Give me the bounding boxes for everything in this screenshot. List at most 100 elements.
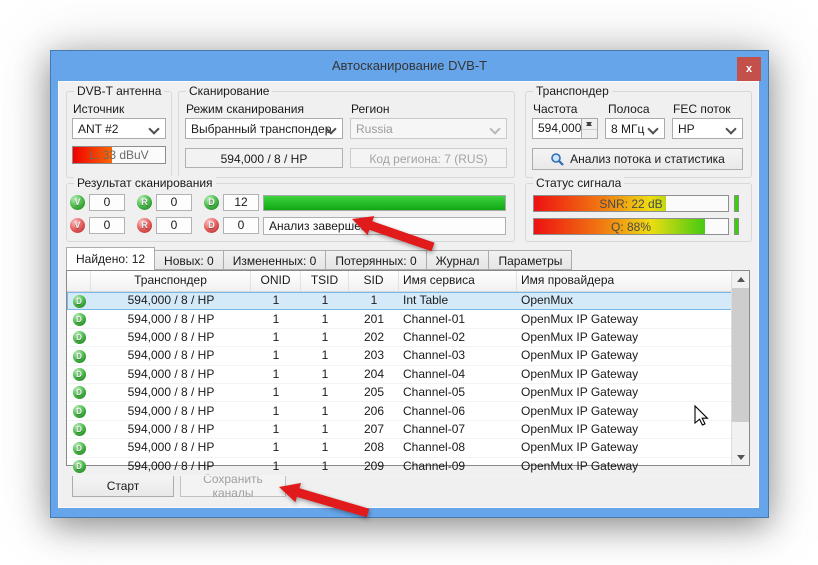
chevron-down-icon: [647, 123, 659, 135]
scan-mode-value: Выбранный транспондер: [191, 122, 332, 136]
col-header-transponder[interactable]: Транспондер: [91, 271, 251, 291]
cell-onid: 1: [272, 366, 280, 381]
tab-lost[interactable]: Потерянных: 0: [326, 250, 427, 270]
cell-icon: D: [67, 384, 91, 401]
cell-provider: OpenMux IP Gateway: [521, 329, 639, 344]
chevron-down-icon: [725, 123, 737, 135]
scan-status-field: Анализ завершен.: [263, 217, 506, 235]
signal-group-title: Статус сигнала: [533, 176, 625, 190]
cell-provider: OpenMux IP Gateway: [521, 440, 639, 455]
tab-changed[interactable]: Измененных: 0: [223, 250, 327, 270]
scrollbar-thumb[interactable]: [732, 288, 749, 422]
cell-icon: D: [67, 329, 91, 346]
table-row[interactable]: D 594,000 / 8 / HP 1 1 209 Channel-09 OpenMux …: [67, 458, 749, 476]
vertical-scrollbar[interactable]: [731, 271, 749, 465]
data-service-badge-icon: D: [72, 312, 86, 326]
table-row[interactable]: D 594,000 / 8 / HP 1 1 202 Channel-02 OpenMux …: [67, 329, 749, 348]
bandwidth-select[interactable]: 8 МГц: [605, 118, 665, 139]
cell-provider: OpenMux IP Gateway: [521, 366, 639, 381]
fec-select[interactable]: HP: [672, 118, 743, 139]
cell-icon: D: [67, 458, 91, 475]
cell-sid: 207: [363, 421, 385, 436]
window-title: Автосканирование DVB-T: [331, 58, 488, 73]
channels-table: Транспондер ONID TSID SID Имя сервиса Имя про…: [66, 270, 750, 476]
chevron-down-icon: [489, 123, 501, 135]
counter-value-field: 0: [156, 194, 192, 211]
antenna-group: DVB-T антенна Источник ANT #2 L: 33 dBuV: [66, 84, 172, 178]
counter-value-field: 12: [223, 194, 259, 211]
cell-service: Channel-02: [403, 329, 466, 344]
cell-onid: 1: [272, 348, 280, 363]
cell-service: Channel-07: [403, 421, 466, 436]
table-row[interactable]: D 594,000 / 8 / HP 1 1 1 Int Table OpenMux: [67, 292, 749, 311]
cell-tsid: 1: [321, 348, 329, 363]
found-v-badge-icon: V: [70, 195, 85, 210]
stepper-buttons[interactable]: [581, 119, 597, 138]
tab-new[interactable]: Новых: 0: [155, 250, 224, 270]
stepper-down-icon[interactable]: [582, 119, 597, 129]
table-row[interactable]: D 594,000 / 8 / HP 1 1 205 Channel-05 OpenMux …: [67, 384, 749, 403]
cell-onid: 1: [272, 385, 280, 400]
table-row[interactable]: D 594,000 / 8 / HP 1 1 206 Channel-06 OpenMux …: [67, 402, 749, 421]
cell-service: Channel-06: [403, 403, 466, 418]
chevron-down-icon: [148, 123, 160, 135]
tab-params[interactable]: Параметры: [489, 250, 573, 270]
save-channels-button: Сохранить каналы: [180, 472, 286, 500]
table-header-row: Транспондер ONID TSID SID Имя сервиса Имя про…: [67, 271, 749, 292]
analyze-stream-button[interactable]: Анализ потока и статистика: [532, 148, 743, 170]
cell-tsid: 1: [321, 440, 329, 455]
quality-fill: [534, 219, 705, 234]
cell-icon: D: [67, 347, 91, 364]
cell-provider: OpenMux IP Gateway: [521, 311, 639, 326]
cell-sid: 205: [363, 385, 385, 400]
cell-tsid: 1: [321, 385, 329, 400]
lost-r-badge-icon: R: [137, 218, 152, 233]
cell-sid: 209: [363, 458, 385, 473]
start-button[interactable]: Старт: [72, 475, 174, 497]
transponder-group: Транспондер Частота Полоса FEC поток 594…: [525, 84, 752, 178]
analyze-stream-label: Анализ потока и статистика: [570, 152, 725, 166]
signal-group: Статус сигнала SNR: 22 dB Q: 88%: [525, 176, 752, 242]
table-row[interactable]: D 594,000 / 8 / HP 1 1 201 Channel-01 OpenMux …: [67, 310, 749, 329]
tab-found[interactable]: Найдено: 12: [66, 247, 156, 270]
data-service-badge-icon: D: [72, 386, 86, 400]
scan-mode-select[interactable]: Выбранный транспондер: [185, 118, 343, 139]
col-header-provider-name[interactable]: Имя провайдера: [517, 271, 749, 291]
cell-tp: 594,000 / 8 / HP: [127, 440, 215, 455]
snr-text: SNR: 22 dB: [599, 197, 663, 211]
cell-service: Channel-04: [403, 366, 466, 381]
scroll-down-icon[interactable]: [732, 449, 749, 465]
col-header-sid[interactable]: SID: [349, 271, 399, 291]
scroll-up-icon[interactable]: [732, 271, 749, 287]
snr-bar: SNR: 22 dB: [533, 195, 729, 212]
close-button[interactable]: x: [737, 57, 761, 81]
bandwidth-value: 8 МГц: [611, 122, 645, 136]
found-d-badge-icon: D: [204, 195, 219, 210]
col-header-icon[interactable]: [67, 271, 91, 291]
cell-sid: 202: [363, 329, 385, 344]
cell-icon: D: [67, 421, 91, 438]
source-select[interactable]: ANT #2: [72, 118, 166, 139]
col-header-tsid[interactable]: TSID: [301, 271, 349, 291]
counter-value-field: 0: [89, 194, 125, 211]
scan-group: Сканирование Режим сканирования Регион В…: [178, 84, 515, 178]
cell-onid: 1: [272, 421, 280, 436]
table-row[interactable]: D 594,000 / 8 / HP 1 1 208 Channel-08 OpenMux …: [67, 439, 749, 458]
table-row[interactable]: D 594,000 / 8 / HP 1 1 204 Channel-04 OpenMux …: [67, 366, 749, 384]
cell-tsid: 1: [321, 403, 329, 418]
app-window: Автосканирование DVB-T x DVB-T антенна И…: [50, 50, 769, 518]
titlebar[interactable]: Автосканирование DVB-T x: [51, 51, 768, 81]
cell-service: Int Table: [403, 293, 449, 308]
table-row[interactable]: D 594,000 / 8 / HP 1 1 207 Channel-07 OpenMux …: [67, 421, 749, 440]
col-header-service-name[interactable]: Имя сервиса: [399, 271, 517, 291]
counter-value-field: 0: [89, 217, 125, 234]
col-header-onid[interactable]: ONID: [251, 271, 301, 291]
tab-journal[interactable]: Журнал: [426, 250, 490, 270]
table-row[interactable]: D 594,000 / 8 / HP 1 1 203 Channel-03 OpenMux …: [67, 347, 749, 366]
cell-tp: 594,000 / 8 / HP: [127, 348, 215, 363]
result-tabs: Найдено: 12 Новых: 0 Измененных: 0 Потерянн…: [66, 247, 573, 270]
frequency-stepper[interactable]: 594,000: [532, 118, 598, 139]
cell-sid: 204: [363, 366, 385, 381]
